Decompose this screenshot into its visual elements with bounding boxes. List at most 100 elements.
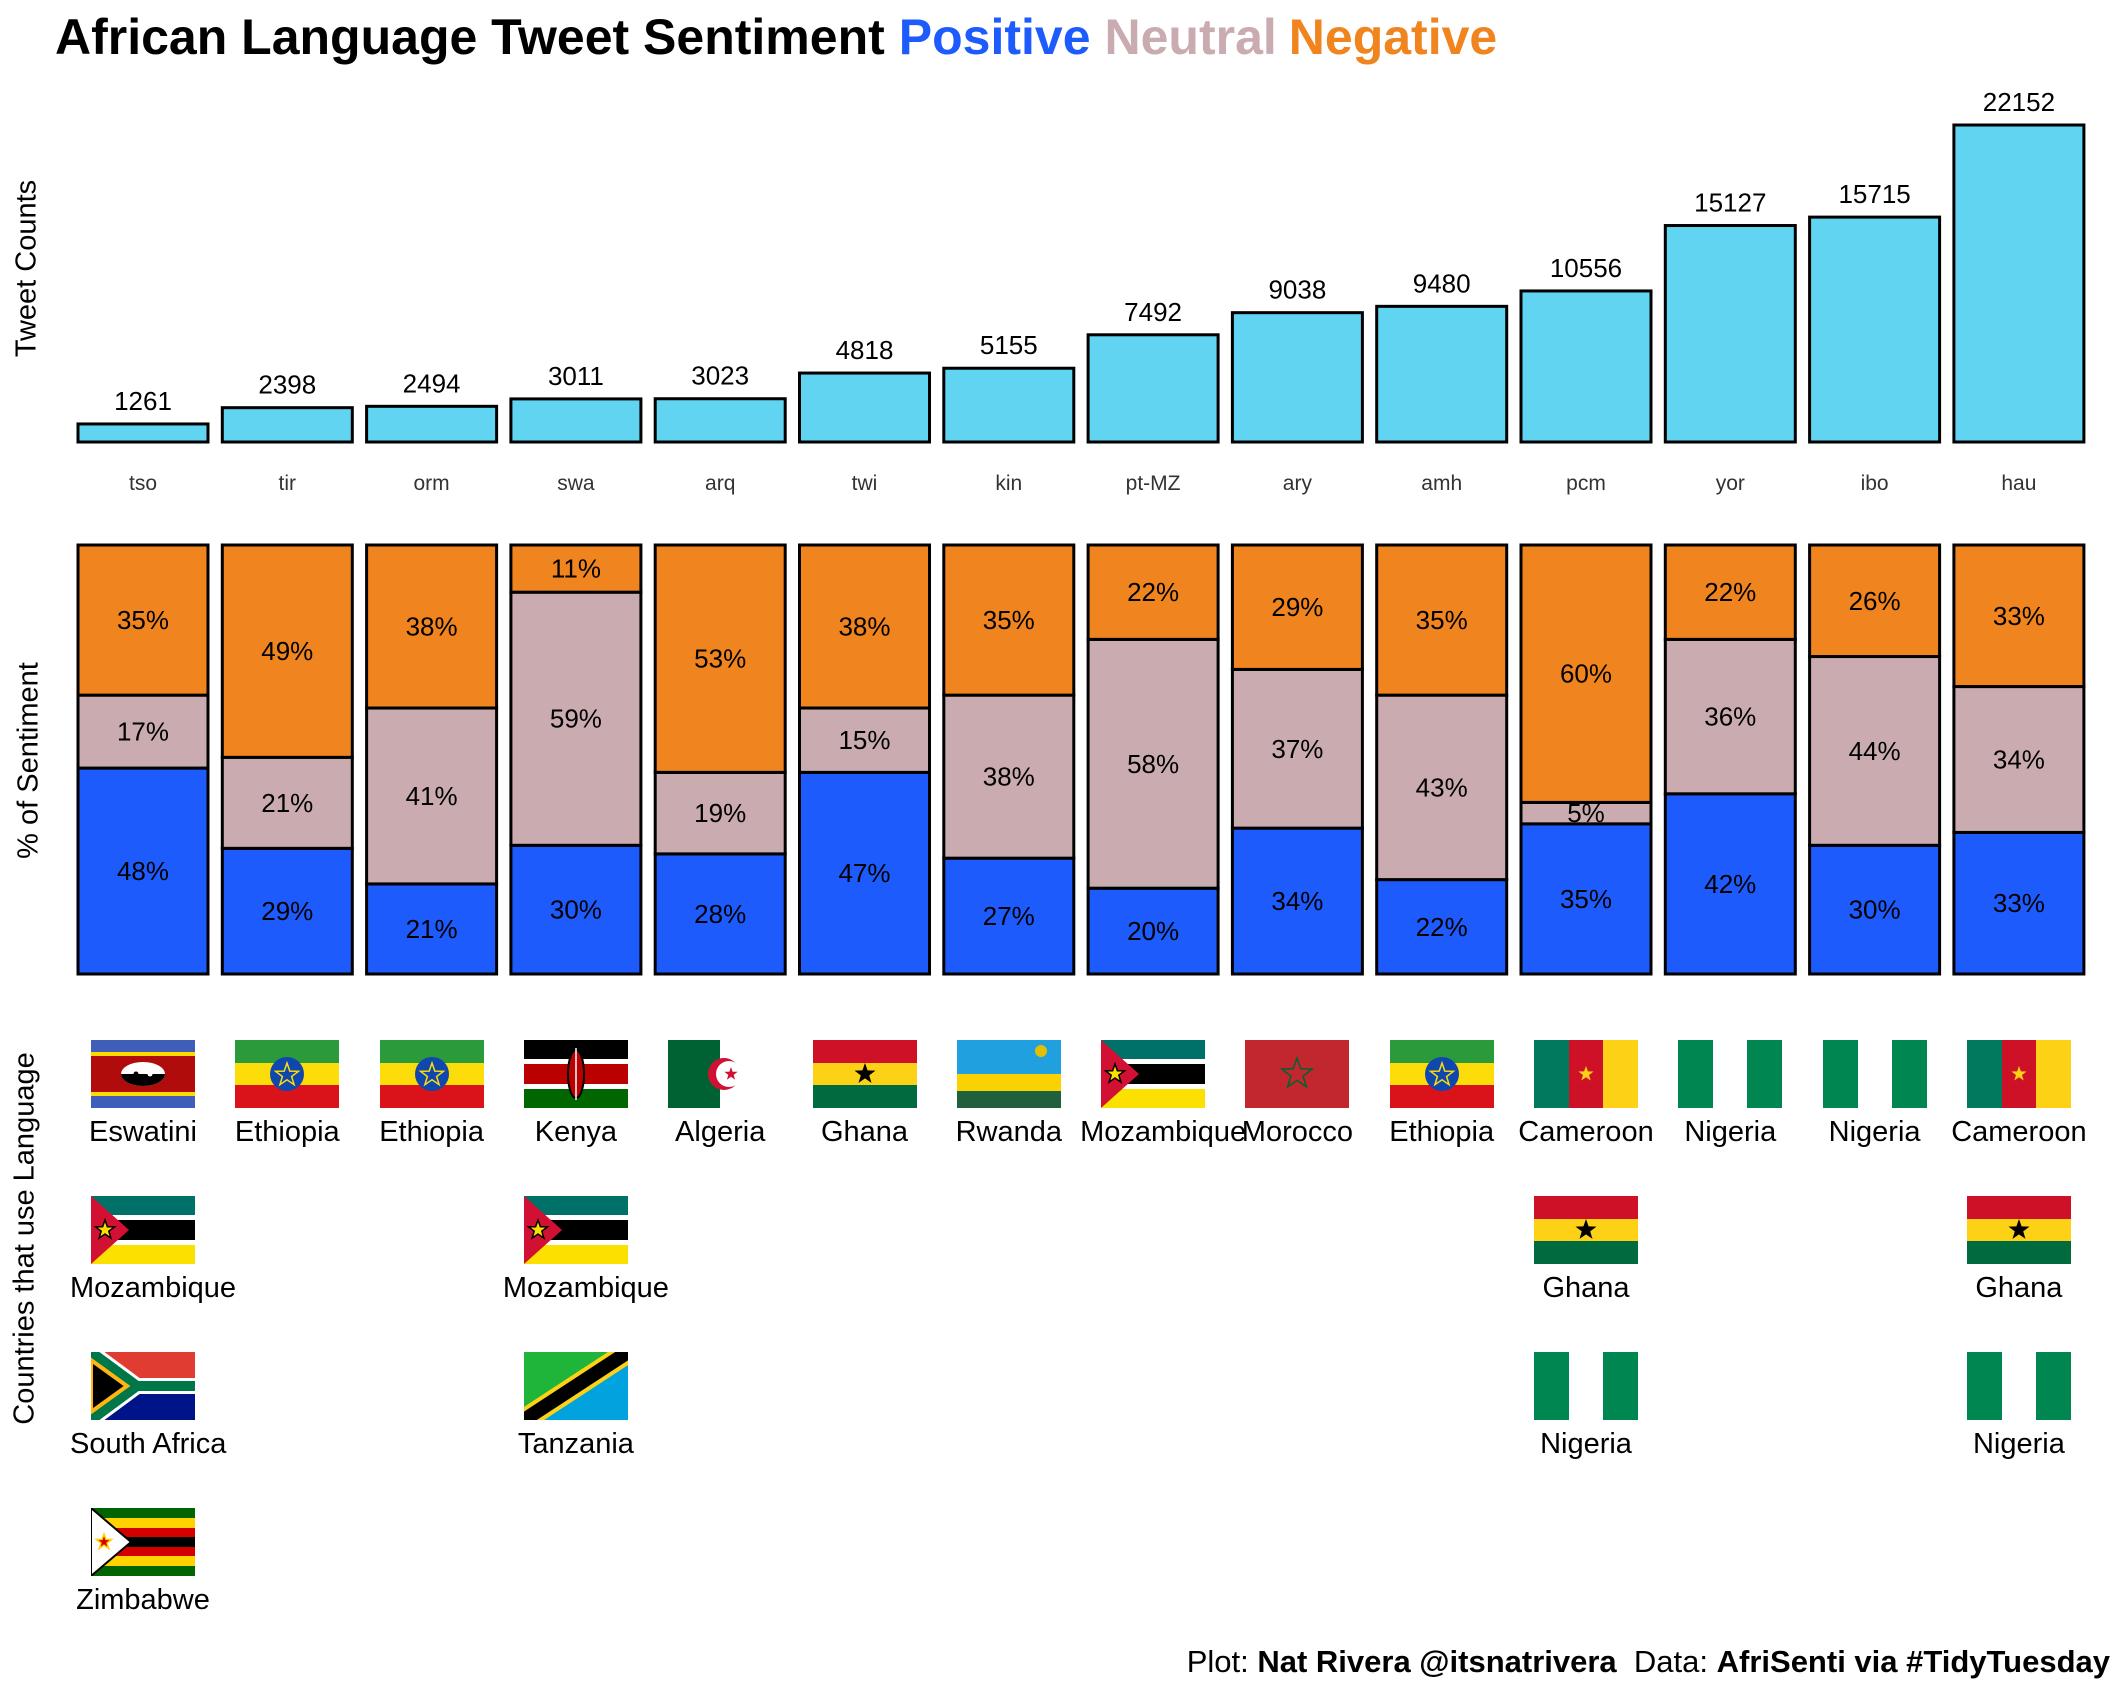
- country-flag-item: Algeria: [647, 1040, 793, 1149]
- title-neutral: Neutral: [1104, 9, 1277, 65]
- country-name: Nigeria: [1972, 1428, 2065, 1460]
- country-flag-item: Nigeria: [1513, 1352, 1659, 1461]
- negative-segment: [1663, 543, 1797, 641]
- title-negative: Negative: [1288, 9, 1498, 65]
- country-name: Mozambique: [502, 1272, 669, 1304]
- negative-segment-label: 53%: [694, 644, 746, 674]
- neutral-segment-label: 41%: [406, 781, 458, 811]
- country-name: Ghana: [1542, 1272, 1630, 1304]
- negative-segment-label: 33%: [1993, 601, 2045, 631]
- positive-segment-label: 47%: [838, 858, 890, 888]
- negative-segment: [220, 543, 354, 759]
- country-name: Ethiopia: [379, 1116, 484, 1148]
- country-name: Mozambique: [70, 1272, 237, 1304]
- positive-segment: [76, 766, 210, 976]
- count-value-label: 1261: [114, 386, 172, 416]
- count-bar: [1808, 215, 1942, 444]
- flag-icon: [91, 1508, 195, 1576]
- positive-segment: [365, 882, 499, 976]
- country-flag-item: Ghana: [792, 1040, 938, 1149]
- flag-icon: [1678, 1040, 1783, 1108]
- category-label: kin: [995, 472, 1022, 495]
- flag-icon: [1101, 1040, 1206, 1108]
- chart-title: African Language Tweet Sentiment Positive…: [55, 2, 1511, 72]
- flag-icon: [523, 1352, 628, 1420]
- flag-icon: [668, 1040, 773, 1108]
- negative-segment-label: 35%: [983, 605, 1035, 635]
- positive-segment: [1230, 826, 1364, 976]
- category-label: amh: [1421, 472, 1462, 495]
- caption-plot-prefix: Plot:: [1186, 1644, 1258, 1679]
- country-flag-item: Ethiopia: [214, 1040, 360, 1149]
- count-value-label: 22152: [1983, 87, 2055, 117]
- positive-segment-label: 28%: [694, 899, 746, 929]
- flag-icon: [1966, 1352, 2071, 1420]
- positive-segment-label: 30%: [550, 895, 602, 925]
- positive-segment-label: 29%: [261, 896, 313, 926]
- country-name: Ethiopia: [1389, 1116, 1495, 1148]
- country-name: Ghana: [1975, 1272, 2063, 1304]
- negative-segment-label: 26%: [1849, 586, 1901, 616]
- negative-segment: [1808, 543, 1942, 659]
- neutral-segment-label: 34%: [1993, 745, 2045, 775]
- neutral-segment: [365, 706, 499, 886]
- caption-author: Nat Rivera @itsnatrivera: [1257, 1644, 1617, 1679]
- country-flag-item: Mozambique: [502, 1196, 669, 1305]
- count-bar: [1519, 289, 1653, 444]
- country-name: Morocco: [1241, 1116, 1353, 1148]
- flag-icon: [812, 1040, 917, 1108]
- country-flag-item: Mozambique: [70, 1196, 237, 1305]
- negative-segment: [365, 543, 499, 710]
- positive-segment-label: 20%: [1127, 916, 1179, 946]
- category-label: yor: [1716, 472, 1745, 495]
- country-flag-item: Nigeria: [1657, 1040, 1803, 1149]
- count-bar: [1952, 123, 2086, 444]
- neutral-segment-label: 37%: [1271, 734, 1323, 764]
- neutral-segment: [509, 590, 643, 847]
- country-flag-item: Ghana: [1946, 1196, 2092, 1305]
- chart-area: 1261 tso 2398 tir 2494 orm 3011 swa 3023 arq 4818 t…: [76, 87, 2086, 976]
- count-bar: [1663, 224, 1797, 444]
- category-label: ibo: [1861, 472, 1889, 495]
- negative-segment: [1230, 543, 1364, 671]
- negative-segment: [942, 543, 1076, 697]
- flag-icon: [1389, 1040, 1494, 1108]
- count-bar: [365, 404, 499, 444]
- country-flag-item: South Africa: [70, 1352, 226, 1461]
- positive-segment-label: 30%: [1849, 895, 1901, 925]
- country-name: Tanzania: [517, 1428, 634, 1460]
- country-name: Zimbabwe: [76, 1584, 210, 1616]
- flag-icon: [91, 1352, 195, 1420]
- count-value-label: 3023: [691, 361, 749, 391]
- country-name: Eswatini: [89, 1116, 197, 1148]
- category-label: tso: [129, 472, 157, 495]
- neutral-segment-label: 44%: [1849, 736, 1901, 766]
- caption-data-prefix: Data:: [1616, 1644, 1717, 1679]
- category-label: twi: [852, 472, 878, 495]
- negative-segment-label: 35%: [117, 605, 169, 635]
- negative-segment-label: 22%: [1127, 577, 1179, 607]
- count-value-label: 7492: [1124, 297, 1182, 327]
- flag-icon: [91, 1040, 195, 1108]
- negative-segment-label: 38%: [838, 612, 890, 642]
- category-label: pt-MZ: [1126, 472, 1181, 495]
- neutral-segment-label: 58%: [1127, 749, 1179, 779]
- count-bar: [798, 371, 931, 444]
- count-value-label: 4818: [836, 335, 894, 365]
- negative-segment-label: 60%: [1560, 659, 1612, 689]
- count-bar: [1230, 311, 1364, 444]
- flag-icon: [523, 1040, 628, 1108]
- positive-segment: [1663, 792, 1797, 976]
- country-name: Nigeria: [1828, 1116, 1921, 1148]
- flag-icon: [1245, 1040, 1350, 1108]
- country-name: Cameroon: [1951, 1116, 2087, 1148]
- count-value-label: 9038: [1268, 275, 1326, 305]
- category-label: tir: [279, 472, 297, 495]
- count-value-label: 10556: [1550, 253, 1622, 283]
- country-flag-item: Ethiopia: [1369, 1040, 1515, 1149]
- country-flag-item: Ethiopia: [359, 1040, 505, 1149]
- country-name: Nigeria: [1540, 1428, 1632, 1460]
- negative-segment: [1375, 543, 1509, 697]
- count-value-label: 15127: [1694, 188, 1766, 218]
- flag-icon: [1534, 1352, 1638, 1420]
